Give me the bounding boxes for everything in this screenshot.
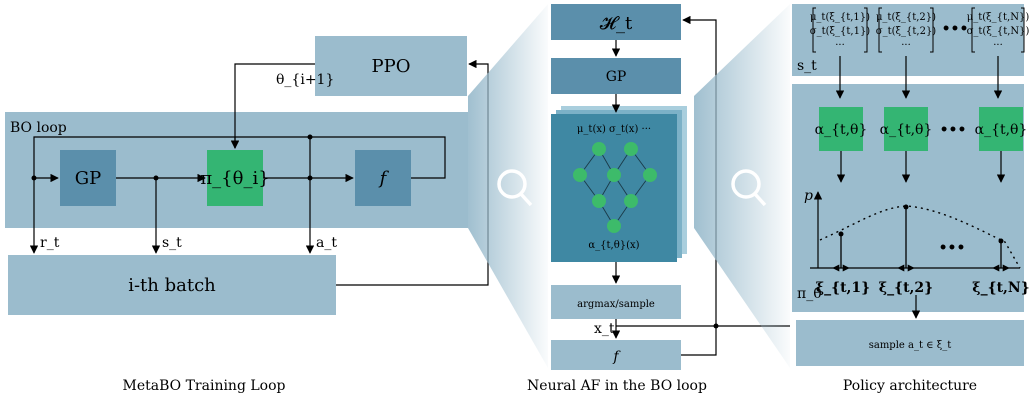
reward-label: r_t <box>40 235 60 251</box>
alpha-box-2 <box>884 107 928 151</box>
x-label: x_t <box>594 321 615 337</box>
state-mu-1: μ_t(ξ_{t,1}) <box>810 12 870 23</box>
gp-label: GP <box>75 168 102 189</box>
state-column: μ_t(ξ_{t,1}) σ_t(ξ_{t,1}) ··· <box>810 7 871 53</box>
state-panel <box>792 4 1024 76</box>
sample-label: sample a_t ∈ ξ_t <box>869 340 952 351</box>
probability-point <box>903 204 909 210</box>
state-sigma-1: σ_t(ξ_{t,1}) <box>810 26 871 37</box>
magnifier-icon <box>731 169 767 207</box>
alpha-label-2: α_{t,θ} <box>880 122 933 138</box>
state-label: s_t <box>162 235 182 251</box>
probability-point <box>838 231 844 237</box>
xi-label-1: ξ_{t,1} <box>816 280 870 296</box>
nn-output-label: α_{t,θ}(x) <box>588 240 639 251</box>
nn-nodes <box>573 142 657 233</box>
training-loop-section: PPO BO loop GP π_{θ_i} f i-th batch <box>5 36 489 394</box>
nn-inputs-label: μ_t(x) σ_t(x) ··· <box>577 124 651 135</box>
state-column: μ_t(ξ_{t,2}) σ_t(ξ_{t,2}) ··· <box>876 7 937 53</box>
state-more-2: ··· <box>901 40 911 51</box>
objective-box <box>355 150 411 206</box>
plot-ellipsis: ••• <box>939 240 966 256</box>
alpha-ellipsis: ••• <box>940 122 967 138</box>
zoom-fan-right <box>694 4 790 368</box>
state-ellipsis: ••• <box>942 21 969 37</box>
pi-theta-label: π_θ <box>797 286 822 302</box>
mid-gp-label: GP <box>606 69 627 85</box>
mid-objective-box <box>551 340 681 370</box>
alpha-label-1: α_{t,θ} <box>815 122 868 138</box>
probability-point <box>998 238 1004 244</box>
mid-gp-box <box>551 58 681 94</box>
policy-section: μ_t(ξ_{t,1}) σ_t(ξ_{t,1}) ··· μ_t(ξ_{t,2… <box>792 4 1030 394</box>
policy-caption: Policy architecture <box>843 378 977 394</box>
training-loop-caption: MetaBO Training Loop <box>123 378 286 394</box>
sample-box <box>796 320 1024 366</box>
batch-box <box>8 255 336 315</box>
policy-label: π_{θ_i} <box>200 168 269 189</box>
alpha-arrows <box>836 151 1006 183</box>
history-label: 𝓗_t <box>600 13 633 34</box>
state-more-n: ··· <box>993 40 1003 51</box>
state-mu-2: μ_t(ξ_{t,2}) <box>876 12 936 23</box>
neural-af-section: 𝓗_t GP μ_t(x) σ_t(x) ··· α_{t,θ}(x) argm… <box>527 4 790 394</box>
xi-label-2: ξ_{t,2} <box>879 280 933 296</box>
ppo-box <box>315 36 467 96</box>
gp-box <box>60 150 116 206</box>
theta-label: θ_{i+1} <box>276 72 334 88</box>
argmax-label: argmax/sample <box>577 299 655 310</box>
argmax-box <box>551 285 681 319</box>
p-axis-label: p <box>804 188 813 204</box>
state-sigma-n: σ_t(ξ_{t,N}) <box>967 26 1030 37</box>
policy-box <box>207 150 263 206</box>
loop-junctions <box>31 134 313 181</box>
state-arrows <box>835 56 1003 99</box>
alpha-box-n <box>979 107 1023 151</box>
mid-objective-label: f <box>612 349 621 365</box>
probability-plot: p ••• π_θ ξ_{t,1} ξ_{t,2} ξ_{t,N} <box>797 188 1030 302</box>
zoom-fan-left <box>468 4 548 368</box>
probability-stems <box>840 207 1002 268</box>
history-box <box>551 4 681 40</box>
state-column: μ_t(ξ_{t,N}) σ_t(ξ_{t,N}) ··· <box>967 7 1030 53</box>
action-label: a_t <box>316 235 337 251</box>
x-junction <box>713 323 719 329</box>
xi-label-n: ξ_{t,N} <box>972 280 1029 296</box>
state-more-1: ··· <box>835 40 845 51</box>
batch-label: i-th batch <box>128 275 216 296</box>
ppo-label: PPO <box>372 56 411 77</box>
neural-af-caption: Neural AF in the BO loop <box>527 378 707 394</box>
alpha-label-n: α_{t,θ} <box>975 122 1028 138</box>
bo-loop-label: BO loop <box>10 120 67 136</box>
nn-panel <box>551 114 677 262</box>
magnifier-icon <box>497 169 533 207</box>
state-mu-n: μ_t(ξ_{t,N}) <box>967 12 1030 23</box>
alpha-box-1 <box>819 107 863 151</box>
state-s-label: s_t <box>797 58 817 74</box>
state-sigma-2: σ_t(ξ_{t,2}) <box>876 26 937 37</box>
